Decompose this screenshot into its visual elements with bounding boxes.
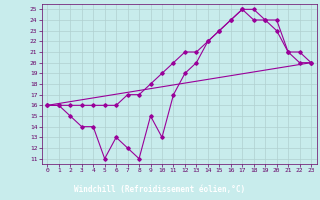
Text: Windchill (Refroidissement éolien,°C): Windchill (Refroidissement éolien,°C) (75, 185, 245, 194)
